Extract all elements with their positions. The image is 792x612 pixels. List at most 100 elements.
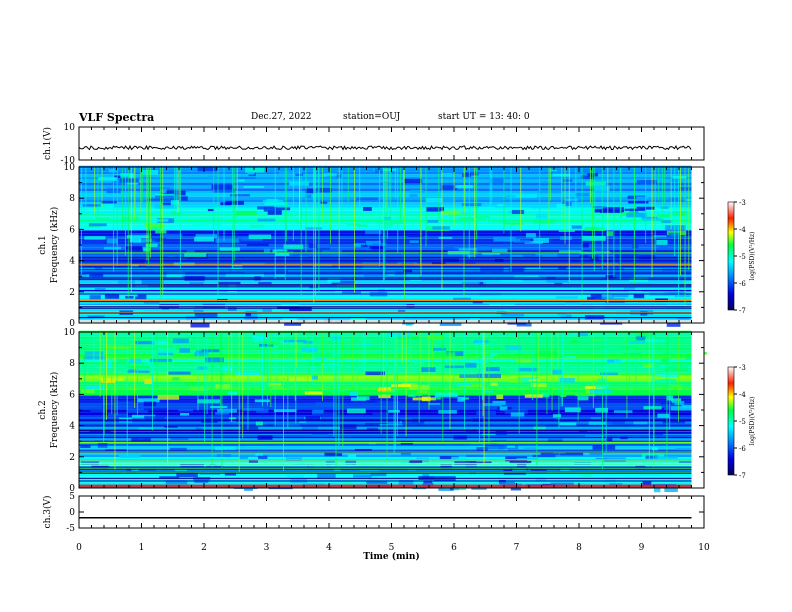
spectrogram-patch	[207, 175, 217, 179]
spectrogram-patch	[659, 246, 668, 250]
spectrogram-patch	[498, 278, 523, 283]
spectrogram-band	[79, 230, 692, 234]
spectrogram-patch	[179, 348, 191, 353]
spectrogram-patch	[147, 227, 161, 231]
spectrogram-patch	[492, 248, 508, 253]
spectrogram-patch	[365, 230, 382, 235]
spectrogram-band	[79, 213, 692, 217]
spectrogram-patch	[250, 224, 264, 229]
spectrogram-patch	[284, 321, 302, 326]
spectrogram-patch	[541, 181, 548, 184]
spectrogram-patch	[590, 248, 610, 251]
colorbar-tick-label: -7	[739, 472, 746, 480]
spectrogram-patch	[486, 367, 500, 372]
spectrogram-patch	[438, 236, 453, 239]
spectrogram-patch	[650, 432, 664, 437]
spectrogram-patch	[190, 322, 210, 328]
spectrogram-patch	[153, 340, 166, 344]
ch2-freq-ylabel-line2: Frequency (kHz)	[49, 372, 60, 449]
spectrogram-patch	[195, 427, 203, 431]
spectrogram-band	[79, 347, 692, 351]
spectrogram-patch	[189, 386, 205, 391]
spectrogram-patch	[400, 262, 414, 267]
spectrogram-patch	[353, 474, 372, 478]
spectrogram-patch	[253, 340, 261, 343]
spectrogram-patch	[499, 481, 515, 486]
spectrogram-patch	[464, 171, 479, 176]
spectrogram-patch	[426, 207, 445, 212]
spectrogram-band	[79, 445, 692, 449]
spectrogram-patch	[518, 367, 539, 372]
spectrogram-patch	[165, 480, 188, 485]
spectrogram-patch	[89, 295, 101, 300]
spectrogram-patch	[80, 445, 91, 448]
spectrogram-patch	[362, 265, 380, 270]
spectrogram-patch	[227, 288, 237, 294]
spectrogram-patch	[561, 201, 572, 206]
spectrogram-patch	[623, 285, 636, 290]
spectrogram-patch	[108, 413, 128, 417]
spectrogram-band	[79, 457, 692, 460]
spectrogram-patch	[289, 306, 312, 312]
spectrogram-patch	[217, 408, 237, 413]
spectrogram-patch	[584, 386, 605, 389]
spectrogram-patch	[215, 446, 236, 450]
spectrogram-patch	[155, 195, 179, 200]
spectrogram-patch	[215, 384, 231, 389]
spectrogram-patch	[441, 258, 459, 262]
spectrogram-patch	[664, 366, 688, 372]
spectrogram-patch	[162, 202, 171, 207]
spectrogram-band	[79, 174, 692, 177]
spectrogram-patch	[598, 227, 605, 231]
spectrogram-patch	[149, 358, 173, 362]
spectrogram-patch	[195, 234, 218, 238]
spectrogram-patch	[589, 389, 613, 394]
spectrogram-band	[79, 191, 692, 194]
spectrogram-patch	[185, 316, 198, 322]
spectrogram-patch	[292, 463, 309, 466]
spectrogram-patch	[675, 447, 699, 451]
spectrogram-patch	[243, 185, 265, 188]
spectrogram-patch	[478, 218, 486, 221]
ch1-freq-ylabel-line2: Frequency (kHz)	[49, 207, 60, 284]
spectrogram-patch	[525, 233, 536, 238]
spectrogram-patch	[131, 414, 156, 418]
spectrogram-patch	[286, 352, 304, 358]
spectrogram-patch	[636, 332, 656, 337]
spectrogram-patch	[283, 244, 304, 249]
spectrogram-patch	[642, 363, 650, 366]
spectrogram-patch	[312, 409, 324, 415]
spectrogram-patch	[339, 424, 357, 430]
y-tick-label: 6	[69, 225, 75, 235]
spectrogram-patch	[144, 379, 153, 385]
spectrogram-patch	[144, 223, 165, 228]
spectrogram-patch	[126, 235, 150, 239]
spectrogram-band	[79, 420, 692, 424]
spectrogram-patch	[148, 219, 169, 222]
spectrogram-patch	[441, 172, 453, 177]
spectrogram-band	[79, 384, 692, 387]
spectrogram-patch	[642, 481, 652, 487]
spectrogram-band	[79, 252, 692, 256]
spectrogram-patch	[565, 301, 580, 305]
spectrogram-band	[79, 196, 692, 200]
spectrogram-patch	[494, 369, 507, 374]
spectrogram-patch	[178, 409, 193, 412]
spectrogram-patch	[194, 313, 218, 318]
spectrogram-band	[79, 437, 692, 441]
spectrogram-band	[79, 286, 692, 290]
spectrogram-patch	[485, 444, 505, 450]
spectrogram-patch	[223, 398, 245, 401]
spectrogram-band	[79, 188, 692, 192]
spectrogram-patch	[101, 200, 118, 204]
spectrogram-patch	[427, 219, 439, 223]
spectrogram-patch	[432, 347, 447, 351]
spectrogram-patch	[559, 250, 582, 254]
spectrogram-patch	[410, 189, 425, 194]
spectrogram-patch	[149, 187, 170, 190]
colorbar	[727, 366, 735, 476]
spectrogram-patch	[228, 283, 237, 289]
spectrogram-patch	[262, 199, 284, 204]
spectrogram-patch	[483, 279, 500, 285]
x-tick-label: 6	[451, 543, 457, 553]
